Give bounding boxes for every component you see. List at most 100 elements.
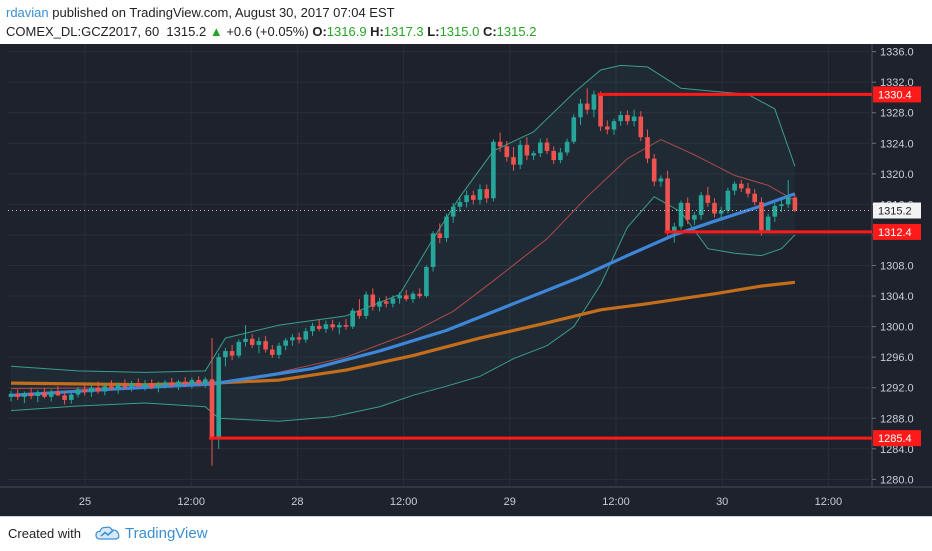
candle-body <box>162 382 168 385</box>
candle-body <box>437 233 443 239</box>
candle-body <box>404 295 409 300</box>
candle-body <box>665 178 670 232</box>
author-link[interactable]: rdavian <box>6 5 49 20</box>
candle-body <box>290 337 295 341</box>
price-tick-label: 1328.0 <box>880 108 914 120</box>
candle-body <box>558 152 563 161</box>
candle-body <box>424 267 429 297</box>
candle-body <box>531 153 536 156</box>
candle-body <box>377 301 382 307</box>
price-tick-label: 1284.0 <box>880 444 914 456</box>
high-value: 1317.3 <box>383 24 424 39</box>
candle-body <box>450 206 456 217</box>
candle-body <box>692 215 697 220</box>
candle-body <box>511 157 516 165</box>
level-label-box <box>873 86 921 103</box>
candle-body <box>497 141 503 147</box>
candle-body <box>229 351 235 356</box>
chart-area[interactable]: 1280.0 1284.0 1288.0 1292.0 1296.0 1300.0 1304… <box>0 44 932 516</box>
candle-body <box>82 389 87 393</box>
price-tick-label: 1308.0 <box>880 261 914 273</box>
candle-body <box>638 116 644 138</box>
candle-body <box>457 202 463 207</box>
bollinger-band-fill <box>11 65 795 422</box>
candle-body <box>169 382 175 386</box>
candle-body <box>55 391 61 396</box>
candle-body <box>551 150 556 161</box>
candle-body <box>772 205 778 217</box>
close-value: 1315.2 <box>496 24 537 39</box>
price-tick-label: 1304.0 <box>880 291 914 303</box>
high-label: H: <box>370 24 384 39</box>
candle-body <box>625 115 630 122</box>
price-tick-label: 1280.0 <box>880 474 914 486</box>
candle-body <box>430 233 436 268</box>
price-tick-label: 1320.0 <box>880 169 914 181</box>
candle-body <box>718 210 724 214</box>
candle-body <box>363 294 369 316</box>
candle-body <box>249 338 255 345</box>
candle-body <box>598 94 603 127</box>
candle-body <box>484 189 489 199</box>
candle-body <box>196 380 201 384</box>
candle-body <box>122 384 128 387</box>
candle-body <box>89 387 94 393</box>
candle-body <box>658 178 664 182</box>
candle-body <box>243 338 248 342</box>
last-price-label: 1315.2 <box>878 206 912 218</box>
candle-body <box>203 379 208 384</box>
candle-body <box>223 351 228 358</box>
candle-body <box>270 349 275 355</box>
up-arrow-icon: ▲ <box>209 24 223 39</box>
candle-body <box>35 392 41 397</box>
candle-body <box>618 115 623 122</box>
candle-body <box>471 195 476 200</box>
time-tick-label: 25 <box>79 496 91 508</box>
candle-body <box>631 116 637 122</box>
candle-body <box>370 294 376 307</box>
candle-body <box>189 380 195 384</box>
price-tick-label: 1332.0 <box>880 77 914 89</box>
candle-body <box>491 141 496 199</box>
level-label-box <box>873 430 921 447</box>
candle-body <box>337 325 342 328</box>
symbol-info-line: COMEX_DL:GCZ2017, 60 1315.2 ▲ +0.6 (+0.0… <box>6 24 536 39</box>
candle-body <box>672 226 677 232</box>
candle-body <box>732 183 737 191</box>
candle-body <box>712 202 717 214</box>
candle-body <box>156 384 161 388</box>
candle-body <box>357 310 362 316</box>
candle-body <box>725 190 731 211</box>
candle-body <box>651 158 657 182</box>
publication-line: rdavian published on TradingView.com, Au… <box>6 5 395 20</box>
candle-body <box>524 144 530 156</box>
created-with-text: Created with <box>8 526 81 541</box>
price-tick-label: 1296.0 <box>880 352 914 364</box>
candle-body <box>109 386 114 389</box>
candle-body <box>303 331 309 340</box>
price-chart[interactable]: 1280.0 1284.0 1288.0 1292.0 1296.0 1300.0 1304… <box>0 44 932 516</box>
published-text: published on TradingView.com, August 30,… <box>52 5 395 20</box>
candle-body <box>745 188 751 194</box>
candle-body <box>310 325 315 332</box>
candle-body <box>538 142 543 154</box>
candle-body <box>678 202 684 227</box>
candle-body <box>739 183 744 189</box>
candle-body <box>544 142 550 151</box>
symbol-name: COMEX_DL:GCZ2017, 60 <box>6 24 160 39</box>
candle-body <box>8 393 14 397</box>
low-label: L: <box>427 24 440 39</box>
level-label-box <box>873 223 921 240</box>
level-label: 1330.4 <box>878 89 912 101</box>
tradingview-brand-link[interactable]: TradingView <box>125 525 208 542</box>
candle-body <box>571 117 577 142</box>
time-tick-label: 30 <box>716 496 728 508</box>
price-change: +0.6 (+0.05%) <box>226 24 309 39</box>
level-label: 1312.4 <box>878 227 912 239</box>
candle-body <box>785 197 791 205</box>
time-tick-label: 12:00 <box>602 496 630 508</box>
tradingview-logo-icon[interactable] <box>95 525 121 543</box>
candle-body <box>765 216 771 231</box>
time-tick-label: 28 <box>291 496 303 508</box>
candle-body <box>397 295 402 299</box>
